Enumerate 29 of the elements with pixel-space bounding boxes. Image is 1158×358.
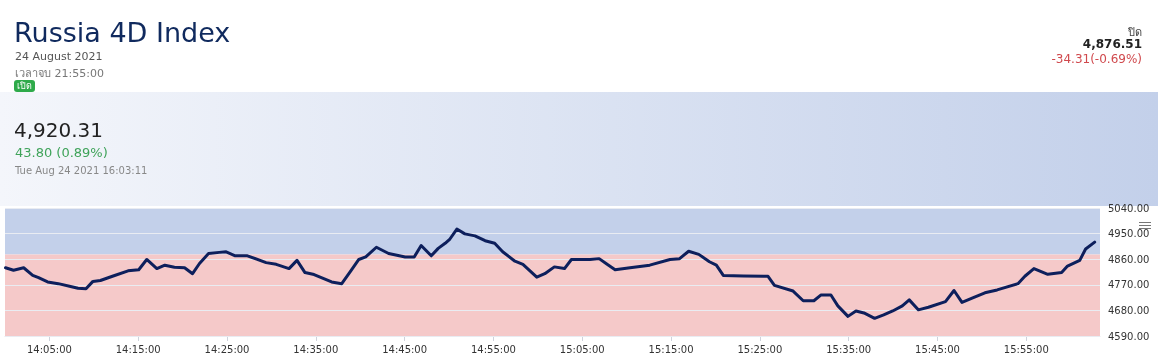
y-tick-label: 4590.00	[1108, 330, 1150, 342]
x-tick-label: 15:35:00	[826, 343, 872, 355]
text: เวลาจบ 21:55:00	[15, 66, 104, 81]
text: 4,920.31	[14, 118, 104, 142]
x-tick-label: 15:25:00	[737, 343, 783, 355]
text: -34.31(-0.69%)	[1051, 52, 1142, 66]
y-tick-label: 4680.00	[1108, 304, 1150, 316]
x-tick-label: 15:45:00	[915, 343, 960, 355]
x-tick-label: 14:55:00	[470, 343, 516, 355]
x-tick-label: 14:05:00	[26, 343, 72, 355]
y-tick-label: 4950.00	[1108, 228, 1150, 240]
y-tick-label: 4860.00	[1108, 253, 1150, 265]
y-tick-label: 4770.00	[1108, 279, 1150, 291]
x-tick-label: 15:15:00	[648, 343, 694, 355]
x-tick-label: 14:15:00	[115, 343, 161, 355]
text: Tue Aug 24 2021 16:03:11	[15, 165, 148, 176]
x-tick-label: 14:45:00	[382, 343, 428, 355]
text: ปิด	[1128, 25, 1142, 39]
x-tick-label: 14:35:00	[293, 343, 339, 355]
chart-subtitle: 24 August 2021	[15, 50, 103, 63]
y-tick-label: 5040.00	[1108, 202, 1150, 214]
text: 4,876.51	[1082, 37, 1142, 51]
x-tick-label: 15:55:00	[1003, 343, 1049, 355]
x-tick-label: 15:05:00	[559, 343, 605, 355]
text: 43.80 (0.89%)	[15, 145, 108, 160]
text: เปิด	[14, 80, 35, 92]
chart-title: Russia 4D Index	[14, 17, 231, 48]
x-tick-label: 14:25:00	[204, 343, 250, 355]
line-series	[4, 227, 1097, 320]
